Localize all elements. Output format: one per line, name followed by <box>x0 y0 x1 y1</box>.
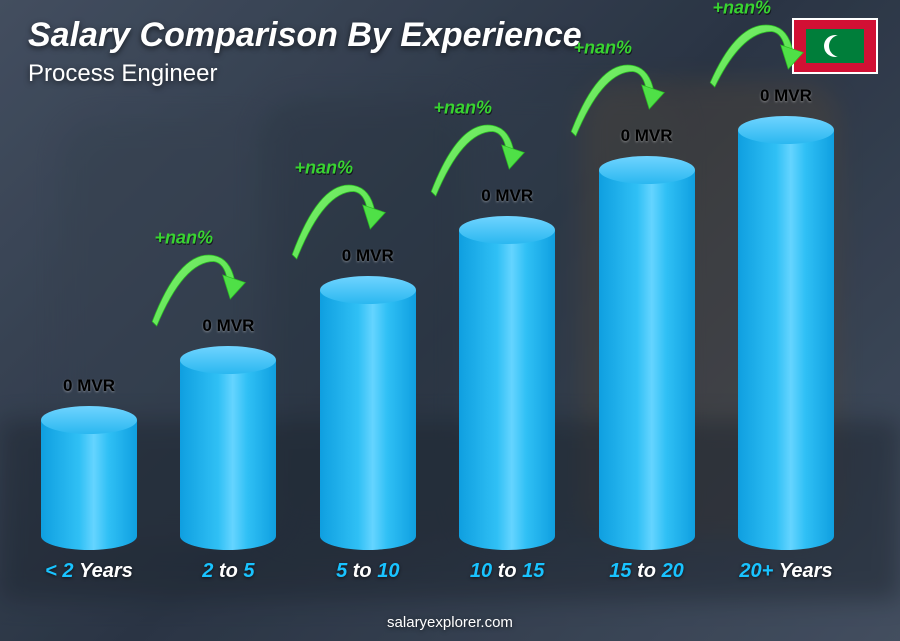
crescent-icon <box>824 35 846 57</box>
bar-value-label: 0 MVR <box>481 186 533 206</box>
chart-subtitle: Process Engineer <box>28 60 217 88</box>
cat-post: 10 <box>377 560 399 582</box>
bar-category-label: < 2 Years <box>45 560 133 583</box>
bar: 0 MVR <box>41 420 137 550</box>
bar-column: 0 MVR+nan%+nan% 15 to 20 <box>588 170 706 583</box>
bar-chart: 0 MVR< 2 Years0 MVR+nan%+nan%2 to 50 MVR… <box>30 113 845 583</box>
bar-body <box>599 170 695 550</box>
cat-mid: to <box>498 560 517 582</box>
bar: 0 MVR+nan%+nan% <box>599 170 695 550</box>
bar-column: 0 MVR+nan%+nan% 20+ Years <box>727 130 845 583</box>
bar-category-label: 15 to 20 <box>609 560 684 583</box>
growth-pct-label: +nan% <box>156 229 215 249</box>
bar: 0 MVR+nan%+nan% <box>459 230 555 550</box>
bar-value-label: 0 MVR <box>63 376 115 396</box>
cat-pre: 2 <box>202 560 213 582</box>
flag-inner <box>806 29 864 63</box>
cat-pre: 5 <box>336 560 347 582</box>
bar-column: 0 MVR+nan%+nan% 5 to 10 <box>309 290 427 583</box>
cat-mid: to <box>353 560 372 582</box>
bar-top <box>320 276 416 304</box>
cat-pre: 10 <box>470 560 492 582</box>
bar-category-label: 2 to 5 <box>202 560 254 583</box>
bar-top <box>180 346 276 374</box>
bar-top <box>599 156 695 184</box>
bar-body <box>459 230 555 550</box>
bar-top <box>41 406 137 434</box>
footer-credit: salaryexplorer.com <box>0 614 900 631</box>
bar-column: 0 MVR < 2 Years <box>30 420 148 583</box>
bar-value-label: 0 MVR <box>760 86 812 106</box>
bar-value-label: 0 MVR <box>342 246 394 266</box>
bar-category-label: 5 to 10 <box>336 560 399 583</box>
chart-title: Salary Comparison By Experience <box>28 16 582 55</box>
bar-body <box>41 420 137 550</box>
bar-body <box>738 130 834 550</box>
growth-pct-label: +nan% <box>295 159 354 179</box>
bar-body <box>320 290 416 550</box>
cat-post: Years <box>779 560 833 582</box>
bar-column: 0 MVR+nan%+nan% 2 to 5 <box>169 360 287 583</box>
bar-wrap: 0 MVR+nan%+nan% <box>588 170 706 550</box>
bar-column: 0 MVR+nan%+nan% 10 to 15 <box>448 230 566 583</box>
cat-pre: < 2 <box>45 560 73 582</box>
bar-wrap: 0 MVR+nan%+nan% <box>448 230 566 550</box>
cat-mid: to <box>637 560 656 582</box>
cat-post: Years <box>79 560 133 582</box>
bar-wrap: 0 MVR+nan%+nan% <box>169 360 287 550</box>
chart-canvas: Salary Comparison By Experience Process … <box>0 0 900 641</box>
bar-category-label: 20+ Years <box>739 560 832 583</box>
bar-category-label: 10 to 15 <box>470 560 545 583</box>
bar-top <box>738 116 834 144</box>
growth-pct-label: +nan% <box>294 158 353 178</box>
bar-wrap: 0 MVR <box>30 420 148 550</box>
growth-pct-label: +nan% <box>155 228 214 248</box>
bar-wrap: 0 MVR+nan%+nan% <box>727 130 845 550</box>
cat-mid: to <box>219 560 238 582</box>
bar-top <box>459 216 555 244</box>
cat-post: 5 <box>243 560 254 582</box>
bar-wrap: 0 MVR+nan%+nan% <box>309 290 427 550</box>
cat-post: 20 <box>662 560 684 582</box>
cat-post: 15 <box>522 560 544 582</box>
bar-value-label: 0 MVR <box>621 126 673 146</box>
bar-value-label: 0 MVR <box>202 316 254 336</box>
bar: 0 MVR+nan%+nan% <box>320 290 416 550</box>
cat-pre: 20+ <box>739 560 773 582</box>
bar: 0 MVR+nan%+nan% <box>738 130 834 550</box>
cat-pre: 15 <box>609 560 631 582</box>
country-flag-maldives <box>792 18 878 74</box>
bar: 0 MVR+nan%+nan% <box>180 360 276 550</box>
bar-body <box>180 360 276 550</box>
